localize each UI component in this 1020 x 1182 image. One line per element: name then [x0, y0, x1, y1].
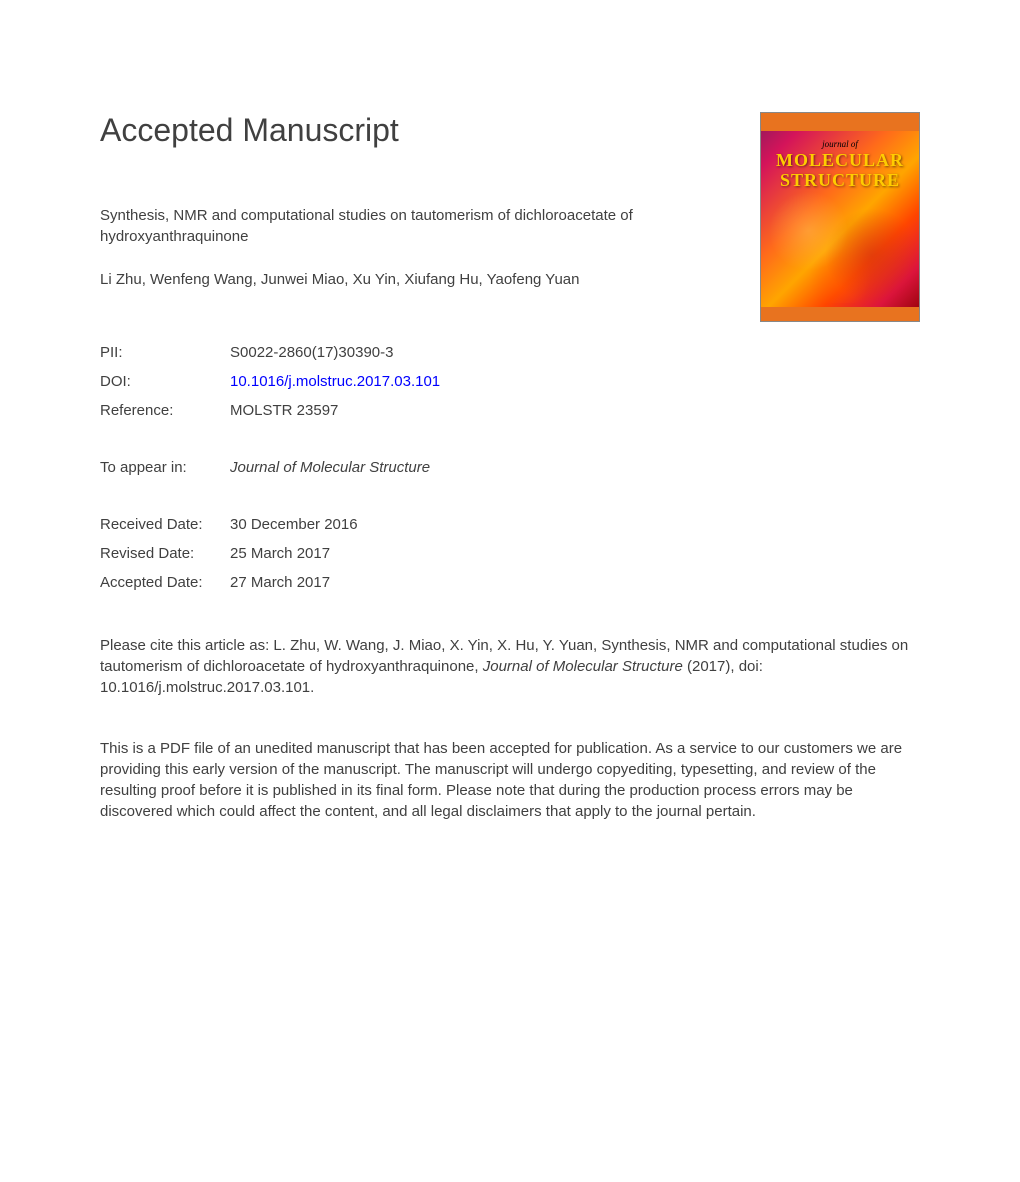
cover-title-line1: MOLECULAR: [776, 150, 904, 170]
citation-journal: Journal of Molecular Structure: [483, 658, 683, 675]
cover-top-bar: [761, 113, 919, 131]
received-label: Received Date:: [100, 510, 230, 539]
appear-value: Journal of Molecular Structure: [230, 453, 430, 482]
accepted-value: 27 March 2017: [230, 568, 358, 597]
meta-row-pii: PII: S0022-2860(17)30390-3: [100, 338, 440, 367]
pii-value: S0022-2860(17)30390-3: [230, 338, 440, 367]
reference-value: MOLSTR 23597: [230, 396, 440, 425]
meta-row-appear: To appear in: Journal of Molecular Struc…: [100, 453, 430, 482]
accepted-label: Accepted Date:: [100, 568, 230, 597]
meta-row-doi: DOI: 10.1016/j.molstruc.2017.03.101: [100, 367, 440, 396]
doi-link[interactable]: 10.1016/j.molstruc.2017.03.101: [230, 373, 440, 390]
meta-row-accepted: Accepted Date: 27 March 2017: [100, 568, 358, 597]
doi-label: DOI:: [100, 367, 230, 396]
dates-table: Received Date: 30 December 2016 Revised …: [100, 510, 358, 597]
disclaimer-text: This is a PDF file of an unedited manusc…: [100, 738, 920, 822]
reference-label: Reference:: [100, 396, 230, 425]
revised-label: Revised Date:: [100, 539, 230, 568]
metadata-table: PII: S0022-2860(17)30390-3 DOI: 10.1016/…: [100, 338, 440, 425]
header-section: Accepted Manuscript journal of MOLECULAR…: [100, 112, 920, 288]
revised-value: 25 March 2017: [230, 539, 358, 568]
article-title: Synthesis, NMR and computational studies…: [100, 205, 700, 247]
received-value: 30 December 2016: [230, 510, 358, 539]
meta-row-reference: Reference: MOLSTR 23597: [100, 396, 440, 425]
meta-row-received: Received Date: 30 December 2016: [100, 510, 358, 539]
appear-label: To appear in:: [100, 453, 230, 482]
appear-table: To appear in: Journal of Molecular Struc…: [100, 453, 430, 482]
cover-journal-label: journal of: [761, 139, 919, 149]
cover-bottom-bar: [761, 307, 919, 321]
cover-texture: [761, 183, 919, 303]
meta-row-revised: Revised Date: 25 March 2017: [100, 539, 358, 568]
pii-label: PII:: [100, 338, 230, 367]
journal-cover-thumbnail: journal of MOLECULAR STRUCTURE: [760, 112, 920, 322]
citation-text: Please cite this article as: L. Zhu, W. …: [100, 635, 920, 698]
